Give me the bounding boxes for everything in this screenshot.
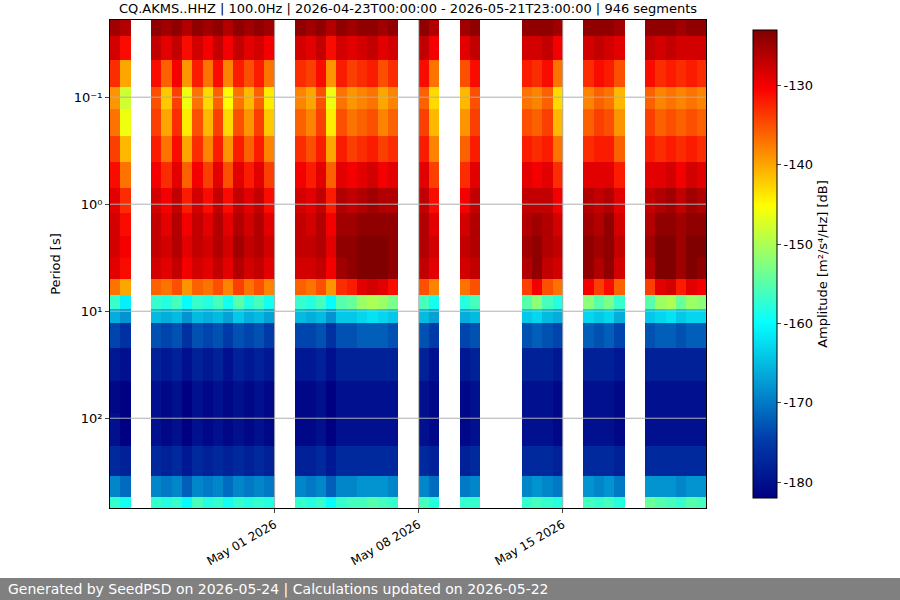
svg-text:-140: -140 <box>784 157 814 172</box>
svg-text:-130: -130 <box>784 78 814 93</box>
svg-text:May 15 2026: May 15 2026 <box>493 517 568 568</box>
svg-text:May 01 2026: May 01 2026 <box>204 517 279 568</box>
svg-text:-180: -180 <box>784 475 814 490</box>
svg-text:-150: -150 <box>784 237 814 252</box>
svg-text:10¹: 10¹ <box>81 304 103 319</box>
svg-text:Amplitude [m²/s⁴/Hz] [dB]: Amplitude [m²/s⁴/Hz] [dB] <box>815 180 830 348</box>
svg-text:-170: -170 <box>784 395 814 410</box>
svg-text:10⁻¹: 10⁻¹ <box>74 90 103 105</box>
svg-text:-160: -160 <box>784 316 814 331</box>
svg-text:10⁰: 10⁰ <box>81 197 103 212</box>
html-text:Generated by SeedPSD on 2026-0: Generated by SeedPSD on 2026-05-24 | Cal… <box>8 581 549 597</box>
svg-text:Period [s]: Period [s] <box>48 233 63 295</box>
svg-text:May 08 2026: May 08 2026 <box>348 517 423 568</box>
svg-text:10²: 10² <box>81 411 103 426</box>
svg-text:CQ.AKMS..HHZ | 100.0Hz | 2026-: CQ.AKMS..HHZ | 100.0Hz | 2026-04-23T00:0… <box>119 1 697 16</box>
